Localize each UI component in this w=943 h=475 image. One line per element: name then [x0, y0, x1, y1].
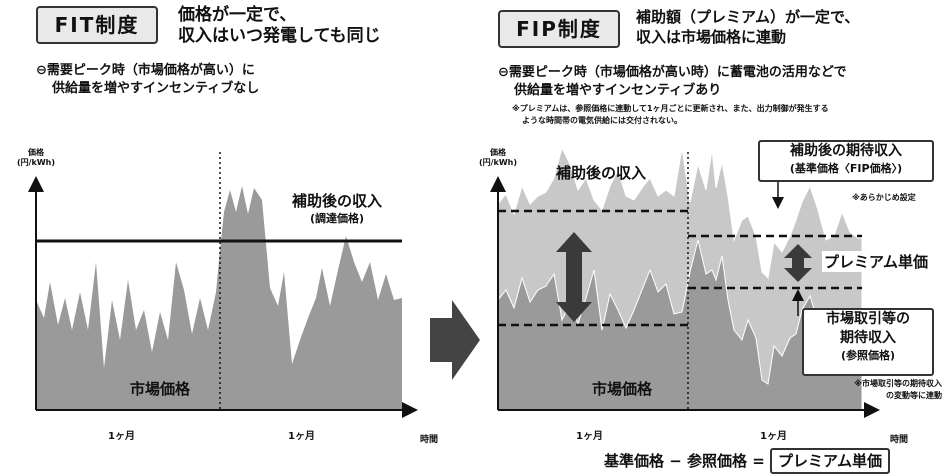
transition-arrow-icon: [430, 300, 480, 380]
fip-premium-arrow-2: [784, 244, 812, 282]
fip-reference-note-line-1: ※市場取引等の期待収入: [854, 379, 942, 388]
fip-expected-revenue-line-1: 補助後の期待収入: [790, 143, 902, 159]
fit-y-axis-label-2: (円/kWh): [16, 158, 56, 167]
fit-period-2: 1ヶ月: [288, 431, 315, 442]
fit-market-label: 市場価格: [130, 380, 191, 398]
fip-preset-note: ※あらかじめ設定: [852, 193, 916, 202]
formula: 基準価格 − 参照価格 = プレミアム単価: [604, 448, 890, 474]
fip-headline: 補助額（プレミアム）が一定で、 収入は市場価格に連動: [636, 7, 936, 47]
fip-note-line-2: ような時間帯の電気供給には交付されない。: [522, 116, 682, 125]
fip-bullet-line-2: 供給量を増やすインセンティブあり: [514, 83, 722, 98]
fip-reference-line-2: 期待収入: [840, 330, 896, 346]
fit-y-axis-label: 価格 (円/kWh): [14, 148, 58, 168]
fit-revenue-label: 補助後の収入 (調達価格): [272, 192, 402, 226]
fit-revenue-label-sub: (調達価格): [309, 212, 365, 225]
fip-y-axis-label-1: 価格: [490, 148, 506, 157]
fit-title-box: FIT制度: [36, 6, 158, 44]
fip-bullet-line-1: ⊖需要ピーク時（市場価格が高い時）に蓄電池の活用などで: [498, 65, 847, 80]
fip-reference-note-line-2: の変動等に連動: [886, 391, 942, 400]
fit-market-price-area: [36, 186, 402, 410]
fit-bullet: ⊖需要ピーク時（市場価格が高い）に 供給量を増やすインセンティブなし: [36, 62, 366, 98]
fip-reference-line-1: 市場取引等の: [826, 311, 910, 327]
fip-note-line-1: ※プレミアムは、参照価格に連動して1ヶ月ごとに更新され、また、出力制御が発生する: [512, 104, 829, 113]
fip-period-2: 1ヶ月: [760, 431, 787, 442]
formula-left: 基準価格 − 参照価格 =: [604, 452, 765, 470]
fip-headline-line-2: 収入は市場価格に連動: [636, 28, 787, 46]
fit-headline: 価格が一定で、 収入はいつ発電しても同じ: [178, 5, 438, 47]
fit-revenue-label-main: 補助後の収入: [291, 192, 382, 210]
fit-y-axis-label-1: 価格: [28, 148, 44, 157]
fip-bullet: ⊖需要ピーク時（市場価格が高い時）に蓄電池の活用などで 供給量を増やすインセンテ…: [498, 64, 938, 100]
fip-x-axis-label: 時間: [890, 435, 909, 445]
fit-title: FIT制度: [54, 13, 140, 37]
fit-bullet-line-1: ⊖需要ピーク時（市場価格が高い）に: [36, 63, 255, 78]
fip-revenue-label: 補助後の収入: [556, 164, 647, 182]
fip-y-axis-label-2: (円/kWh): [478, 158, 518, 167]
fip-premium-label: プレミアム単価: [822, 251, 930, 272]
fip-premium-arrow-1: [556, 232, 592, 322]
fip-headline-line-1: 補助額（プレミアム）が一定で、: [636, 8, 860, 26]
fip-title-box: FIP制度: [498, 10, 620, 48]
fit-bullet-line-2: 供給量を増やすインセンティブなし: [52, 81, 260, 96]
fip-period-1: 1ヶ月: [576, 431, 603, 442]
fit-period-1: 1ヶ月: [108, 431, 135, 442]
fip-y-axis-label: 価格 (円/kWh): [476, 148, 520, 168]
fip-reference-line-3: (参照価格): [840, 349, 896, 362]
fit-x-axis-label: 時間: [420, 435, 439, 445]
formula-result: プレミアム単価: [770, 448, 890, 474]
fip-reference-callout: 市場取引等の 期待収入 (参照価格): [802, 308, 934, 376]
fit-headline-line-1: 価格が一定で、: [178, 5, 297, 25]
fip-note: ※プレミアムは、参照価格に連動して1ヶ月ごとに更新され、また、出力制御が発生する…: [512, 103, 942, 127]
fip-expected-revenue-line-2: (基準価格〈FIP価格〉): [789, 162, 903, 175]
fip-market-label: 市場価格: [592, 380, 653, 398]
fit-headline-line-2: 収入はいつ発電しても同じ: [178, 26, 381, 46]
fip-title: FIP制度: [516, 17, 602, 41]
fip-reference-note: ※市場取引等の期待収入 の変動等に連動: [826, 378, 942, 402]
fip-expected-revenue-callout: 補助後の期待収入 (基準価格〈FIP価格〉): [758, 140, 934, 182]
